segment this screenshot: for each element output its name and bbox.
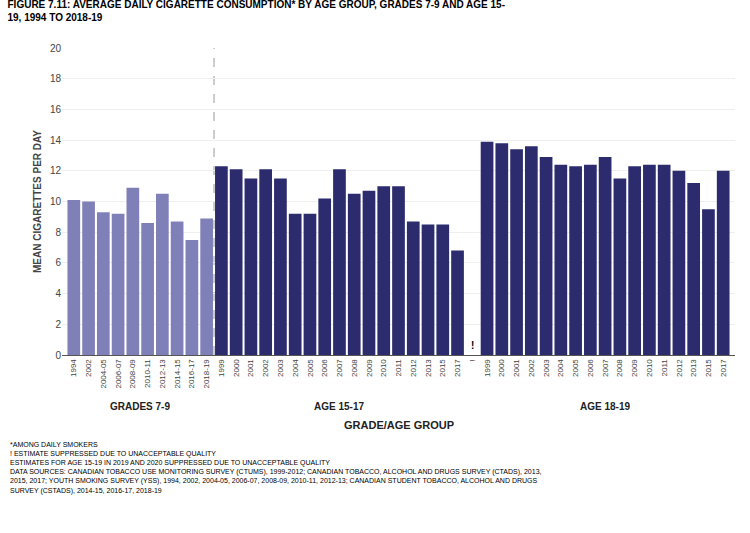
svg-text:0: 0 — [55, 350, 61, 361]
svg-text:*AMONG DAILY SMOKERS! ESTIMATE: *AMONG DAILY SMOKERS! ESTIMATE SUPPRESSE… — [10, 441, 542, 495]
svg-text:MEAN CIGARETTES PER DAY: MEAN CIGARETTES PER DAY — [32, 130, 43, 273]
svg-text:2015: 2015 — [704, 359, 713, 377]
svg-text:2000: 2000 — [232, 359, 241, 377]
svg-text:2002: 2002 — [261, 359, 270, 377]
svg-text:16: 16 — [50, 104, 62, 115]
svg-text:!: ! — [468, 359, 477, 361]
svg-text:2009: 2009 — [630, 359, 639, 377]
svg-text:2012-13: 2012-13 — [158, 359, 167, 389]
svg-text:2005: 2005 — [306, 359, 315, 377]
svg-text:2017: 2017 — [719, 359, 728, 377]
svg-text:2018-19: 2018-19 — [202, 359, 211, 389]
svg-text:2002: 2002 — [527, 359, 536, 377]
svg-text:1999: 1999 — [483, 359, 492, 377]
svg-text:2003: 2003 — [276, 359, 285, 377]
svg-text:2007: 2007 — [335, 359, 344, 377]
svg-text:2007: 2007 — [601, 359, 610, 377]
svg-text:18: 18 — [50, 73, 62, 84]
svg-text:6: 6 — [55, 257, 61, 268]
svg-text:2: 2 — [55, 319, 61, 330]
svg-text:2008: 2008 — [350, 359, 359, 377]
svg-text:2005: 2005 — [571, 359, 580, 377]
svg-text:2013: 2013 — [424, 359, 433, 377]
svg-text:2002: 2002 — [84, 359, 93, 377]
svg-text:2010: 2010 — [645, 359, 654, 377]
svg-text:2000: 2000 — [497, 359, 506, 377]
svg-text:2011: 2011 — [394, 359, 403, 377]
svg-text:12: 12 — [50, 165, 62, 176]
svg-text:2004-05: 2004-05 — [99, 359, 108, 389]
svg-text:2008: 2008 — [615, 359, 624, 377]
svg-text:2001: 2001 — [512, 359, 521, 377]
svg-text:20: 20 — [50, 43, 62, 54]
svg-text:2012: 2012 — [409, 359, 418, 377]
svg-text:4: 4 — [55, 288, 61, 299]
svg-text:2014-15: 2014-15 — [173, 359, 182, 389]
svg-text:2011: 2011 — [660, 359, 669, 377]
svg-text:AGE 15-17: AGE 15-17 — [314, 401, 364, 412]
svg-text:8: 8 — [55, 227, 61, 238]
svg-text:1999: 1999 — [217, 359, 226, 377]
svg-text:2006: 2006 — [320, 359, 329, 377]
svg-text:2004: 2004 — [556, 359, 565, 377]
svg-text:2003: 2003 — [542, 359, 551, 377]
svg-text:2009: 2009 — [365, 359, 374, 377]
svg-text:FIGURE 7.11: AVERAGE DAILY CIG: FIGURE 7.11: AVERAGE DAILY CIGARETTE CON… — [8, 0, 506, 23]
svg-text:2013: 2013 — [689, 359, 698, 377]
svg-text:!: ! — [471, 340, 474, 351]
svg-text:10: 10 — [50, 196, 62, 207]
svg-text:14: 14 — [50, 135, 62, 146]
svg-text:2015: 2015 — [438, 359, 447, 377]
svg-text:GRADE/AGE GROUP: GRADE/AGE GROUP — [344, 419, 454, 431]
svg-text:2017: 2017 — [453, 359, 462, 377]
svg-text:2010-11: 2010-11 — [143, 359, 152, 388]
svg-text:2008-09: 2008-09 — [128, 359, 137, 389]
svg-text:AGE 18-19: AGE 18-19 — [580, 401, 630, 412]
svg-text:2006-07: 2006-07 — [114, 359, 123, 389]
svg-text:2001: 2001 — [247, 359, 256, 377]
svg-text:2010: 2010 — [379, 359, 388, 377]
svg-text:GRADES 7-9: GRADES 7-9 — [110, 401, 170, 412]
svg-text:2004: 2004 — [291, 359, 300, 377]
svg-text:2006: 2006 — [586, 359, 595, 377]
svg-text:2016-17: 2016-17 — [187, 359, 196, 389]
svg-text:2012: 2012 — [675, 359, 684, 377]
svg-text:1994: 1994 — [69, 359, 78, 377]
